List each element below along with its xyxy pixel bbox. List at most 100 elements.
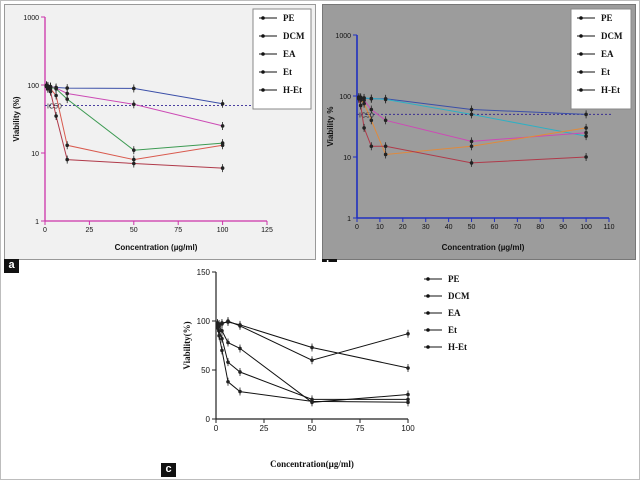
x-tick-label: 0: [43, 227, 47, 234]
data-point: [220, 124, 225, 128]
legend-marker: [579, 16, 583, 20]
data-point: [132, 148, 136, 152]
data-point: [220, 336, 224, 341]
ic50-label: IC50: [359, 112, 374, 119]
x-tick-label: 110: [603, 224, 614, 231]
legend-marker: [261, 34, 265, 38]
x-axis-label: Concentration(µg/ml): [270, 459, 354, 469]
legend-label: DCM: [601, 31, 623, 41]
data-point: [310, 358, 314, 362]
legend-marker: [579, 34, 583, 38]
series-line-ea: [46, 85, 223, 151]
data-point: [238, 370, 242, 374]
data-point: [469, 107, 474, 112]
data-point: [383, 118, 388, 123]
data-point: [220, 166, 225, 170]
x-tick-label: 100: [401, 424, 415, 433]
x-tick-label: 75: [174, 227, 182, 234]
data-point: [226, 360, 230, 364]
data-point: [46, 86, 50, 91]
series-line-ea: [217, 323, 409, 403]
legend-label: EA: [601, 49, 614, 59]
x-tick-label: 30: [422, 224, 430, 231]
legend-marker: [261, 16, 265, 20]
x-tick-label: 50: [308, 424, 317, 433]
legend-label: H-Et: [601, 85, 620, 95]
data-point: [226, 340, 230, 345]
series-line-h-et: [217, 327, 409, 403]
series-line-ea: [358, 97, 587, 142]
y-tick-label: 50: [201, 366, 210, 375]
y-tick-label: 100: [197, 317, 211, 326]
y-axis-label: Viability (%): [12, 96, 21, 142]
data-point: [65, 86, 69, 90]
data-point: [220, 329, 224, 333]
data-point: [369, 118, 374, 123]
legend-marker: [426, 345, 430, 349]
data-point: [369, 96, 374, 101]
x-tick-label: 60: [491, 224, 499, 231]
legend-marker: [426, 277, 430, 281]
data-point: [383, 144, 388, 149]
data-point: [584, 130, 588, 135]
y-tick-label: 0: [206, 415, 211, 424]
y-tick-label: 10: [343, 155, 351, 162]
data-point: [238, 389, 242, 394]
panel-b: 1 10 100 1000 0 10 20 30 40 50 60 70 80 90 100 110 Conce…: [322, 4, 636, 260]
legend-label: PE: [448, 274, 460, 284]
legend-marker: [261, 52, 265, 56]
data-point: [220, 348, 224, 353]
data-point: [217, 333, 221, 338]
x-tick-label: 80: [536, 224, 544, 231]
legend-label: DCM: [448, 291, 470, 301]
data-point: [406, 400, 410, 405]
data-point: [65, 97, 69, 101]
x-tick-label: 40: [445, 224, 453, 231]
data-point: [226, 319, 230, 323]
data-point: [469, 139, 474, 144]
x-tick-label: 0: [355, 224, 359, 231]
data-point: [65, 157, 69, 162]
legend-label: EA: [283, 49, 296, 59]
y-tick-label: 1: [347, 216, 351, 223]
y-tick-label: 100: [27, 83, 39, 90]
data-point: [362, 101, 366, 106]
x-tick-label: 25: [260, 424, 269, 433]
x-tick-label: 0: [214, 424, 219, 433]
data-point: [362, 126, 366, 130]
x-tick-label: 70: [513, 224, 521, 231]
data-point: [220, 143, 225, 148]
data-point: [132, 102, 136, 107]
legend-marker: [426, 311, 430, 315]
data-point: [310, 399, 314, 404]
y-tick-label: 10: [31, 151, 39, 158]
x-axis-label: Concentration (µg/ml): [115, 243, 198, 252]
data-point: [220, 322, 224, 326]
x-tick-label: 25: [86, 227, 94, 234]
data-point: [383, 97, 388, 102]
chart-c: 0 50 100 150 0 25 50 75 100 Concentration(µg/ml) V…: [182, 268, 474, 469]
x-tick-label: 100: [217, 227, 229, 234]
data-point: [383, 152, 388, 157]
data-point: [584, 155, 588, 159]
data-point: [238, 324, 242, 328]
data-point: [54, 86, 58, 91]
data-point: [132, 161, 136, 166]
y-tick-label: 100: [339, 94, 351, 101]
legend-marker: [426, 294, 430, 298]
y-tick-label: 1000: [23, 15, 39, 22]
data-point: [406, 366, 410, 370]
data-point: [220, 101, 225, 106]
y-tick-label: 1000: [335, 33, 351, 40]
legend-marker: [579, 52, 583, 56]
data-point: [54, 114, 58, 118]
y-tick-label: 150: [197, 268, 211, 277]
data-point: [469, 144, 474, 149]
data-point: [406, 392, 410, 397]
x-tick-label: 125: [261, 227, 273, 234]
legend-box: [570, 8, 632, 110]
data-point: [226, 379, 230, 384]
data-point: [584, 126, 588, 130]
panel-c-letter: c: [161, 463, 176, 477]
